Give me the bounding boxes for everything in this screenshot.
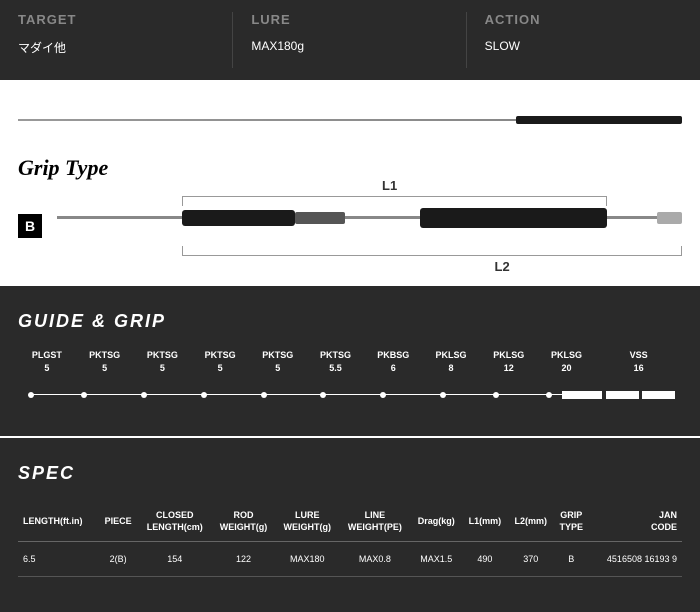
spec-header: Drag(kg) bbox=[411, 502, 462, 542]
guide-name: PLGST bbox=[18, 350, 76, 360]
spec-cell: 154 bbox=[138, 542, 212, 577]
guide-val: 20 bbox=[538, 363, 596, 373]
header-target: TARGET マダイ他 bbox=[0, 0, 233, 80]
guide-line bbox=[18, 386, 682, 406]
spec-header: LUREWEIGHT(g) bbox=[275, 502, 339, 542]
target-label: TARGET bbox=[18, 12, 215, 27]
guide-val: 5 bbox=[249, 363, 307, 373]
spec-header: LENGTH(ft.in) bbox=[18, 502, 98, 542]
guide-header: PLGST5PKTSG5PKTSG5PKTSG5PKTSG5PKTSG5.5PK… bbox=[18, 350, 682, 381]
grip-section: Grip Type B L1 L2 bbox=[0, 80, 700, 286]
target-value: マダイ他 bbox=[18, 39, 215, 56]
spec-cell: MAX0.8 bbox=[339, 542, 411, 577]
spec-header: JANCODE bbox=[589, 502, 682, 542]
guide-name: PKTSG bbox=[76, 350, 134, 360]
spec-cell: MAX1.5 bbox=[411, 542, 462, 577]
guide-dot bbox=[546, 392, 552, 398]
guide-col: PKTSG 5 bbox=[133, 350, 191, 381]
table-row: 6.52(B)154122MAX180MAX0.8MAX1.5490370B45… bbox=[18, 542, 682, 577]
guide-name: PKLSG bbox=[480, 350, 538, 360]
guide-val: 5 bbox=[191, 363, 249, 373]
spec-header: L2(mm) bbox=[508, 502, 554, 542]
guide-val: 8 bbox=[422, 363, 480, 373]
guide-dot bbox=[141, 392, 147, 398]
header-row: TARGET マダイ他 LURE MAX180g ACTION SLOW bbox=[0, 0, 700, 80]
guide-col: PKLSG 12 bbox=[480, 350, 538, 381]
guide-val: 5 bbox=[18, 363, 76, 373]
lure-label: LURE bbox=[251, 12, 448, 27]
guide-col: PKLSG 8 bbox=[422, 350, 480, 381]
spec-section: SPEC LENGTH(ft.in)PIECECLOSEDLENGTH(cm)R… bbox=[0, 438, 700, 612]
guide-col-vss: VSS 16 bbox=[595, 350, 682, 381]
guide-name: PKTSG bbox=[133, 350, 191, 360]
guide-bar bbox=[606, 391, 639, 399]
guide-col: PKTSG 5.5 bbox=[307, 350, 365, 381]
guide-name: PKTSG bbox=[191, 350, 249, 360]
spec-title: SPEC bbox=[18, 463, 682, 484]
action-value: SLOW bbox=[485, 39, 682, 53]
l2-label: L2 bbox=[495, 259, 510, 274]
guide-col: PKLSG 20 bbox=[538, 350, 596, 381]
grip-row: B L1 L2 bbox=[18, 196, 682, 256]
lure-value: MAX180g bbox=[251, 39, 448, 53]
spec-cell: 6.5 bbox=[18, 542, 98, 577]
guide-name: PKBSG bbox=[364, 350, 422, 360]
guide-name: PKTSG bbox=[307, 350, 365, 360]
spec-header: LINEWEIGHT(PE) bbox=[339, 502, 411, 542]
grip-title: Grip Type bbox=[18, 155, 682, 181]
guide-dot bbox=[261, 392, 267, 398]
guide-name: PKLSG bbox=[538, 350, 596, 360]
guide-col: PLGST 5 bbox=[18, 350, 76, 381]
rod-full-image bbox=[18, 110, 682, 130]
guide-dot bbox=[380, 392, 386, 398]
header-action: ACTION SLOW bbox=[467, 0, 700, 80]
guide-dot bbox=[320, 392, 326, 398]
spec-cell: 122 bbox=[212, 542, 276, 577]
spec-cell: 490 bbox=[462, 542, 508, 577]
guide-col: PKTSG 5 bbox=[249, 350, 307, 381]
guide-col: PKBSG 6 bbox=[364, 350, 422, 381]
guide-title: GUIDE & GRIP bbox=[18, 311, 682, 332]
spec-header: RODWEIGHT(g) bbox=[212, 502, 276, 542]
spec-cell: 4516508 16193 9 bbox=[589, 542, 682, 577]
grip-badge: B bbox=[18, 214, 42, 238]
spec-table: LENGTH(ft.in)PIECECLOSEDLENGTH(cm)RODWEI… bbox=[18, 502, 682, 577]
spec-cell: MAX180 bbox=[275, 542, 339, 577]
guide-val: 5 bbox=[76, 363, 134, 373]
spec-header: CLOSEDLENGTH(cm) bbox=[138, 502, 212, 542]
spec-cell: 2(B) bbox=[98, 542, 137, 577]
guide-dot bbox=[440, 392, 446, 398]
guide-bar bbox=[642, 391, 675, 399]
spec-header: GRIPTYPE bbox=[554, 502, 589, 542]
guide-val: 5.5 bbox=[307, 363, 365, 373]
spec-header: PIECE bbox=[98, 502, 137, 542]
grip-diagram: L1 L2 bbox=[57, 196, 682, 256]
guide-val: 5 bbox=[133, 363, 191, 373]
spec-cell: 370 bbox=[508, 542, 554, 577]
vss-val: 16 bbox=[595, 363, 682, 373]
spec-cell: B bbox=[554, 542, 589, 577]
header-lure: LURE MAX180g bbox=[233, 0, 466, 80]
guide-col: PKTSG 5 bbox=[76, 350, 134, 381]
action-label: ACTION bbox=[485, 12, 682, 27]
guide-dot bbox=[201, 392, 207, 398]
spec-header: L1(mm) bbox=[462, 502, 508, 542]
guide-val: 12 bbox=[480, 363, 538, 373]
l1-label: L1 bbox=[382, 178, 397, 193]
guide-col: PKTSG 5 bbox=[191, 350, 249, 381]
guide-name: PKLSG bbox=[422, 350, 480, 360]
guide-bar bbox=[562, 391, 602, 399]
guide-name: PKTSG bbox=[249, 350, 307, 360]
guide-dot bbox=[493, 392, 499, 398]
guide-dot bbox=[81, 392, 87, 398]
guide-section: GUIDE & GRIP PLGST5PKTSG5PKTSG5PKTSG5PKT… bbox=[0, 286, 700, 436]
guide-dot bbox=[28, 392, 34, 398]
vss-name: VSS bbox=[595, 350, 682, 360]
guide-val: 6 bbox=[364, 363, 422, 373]
